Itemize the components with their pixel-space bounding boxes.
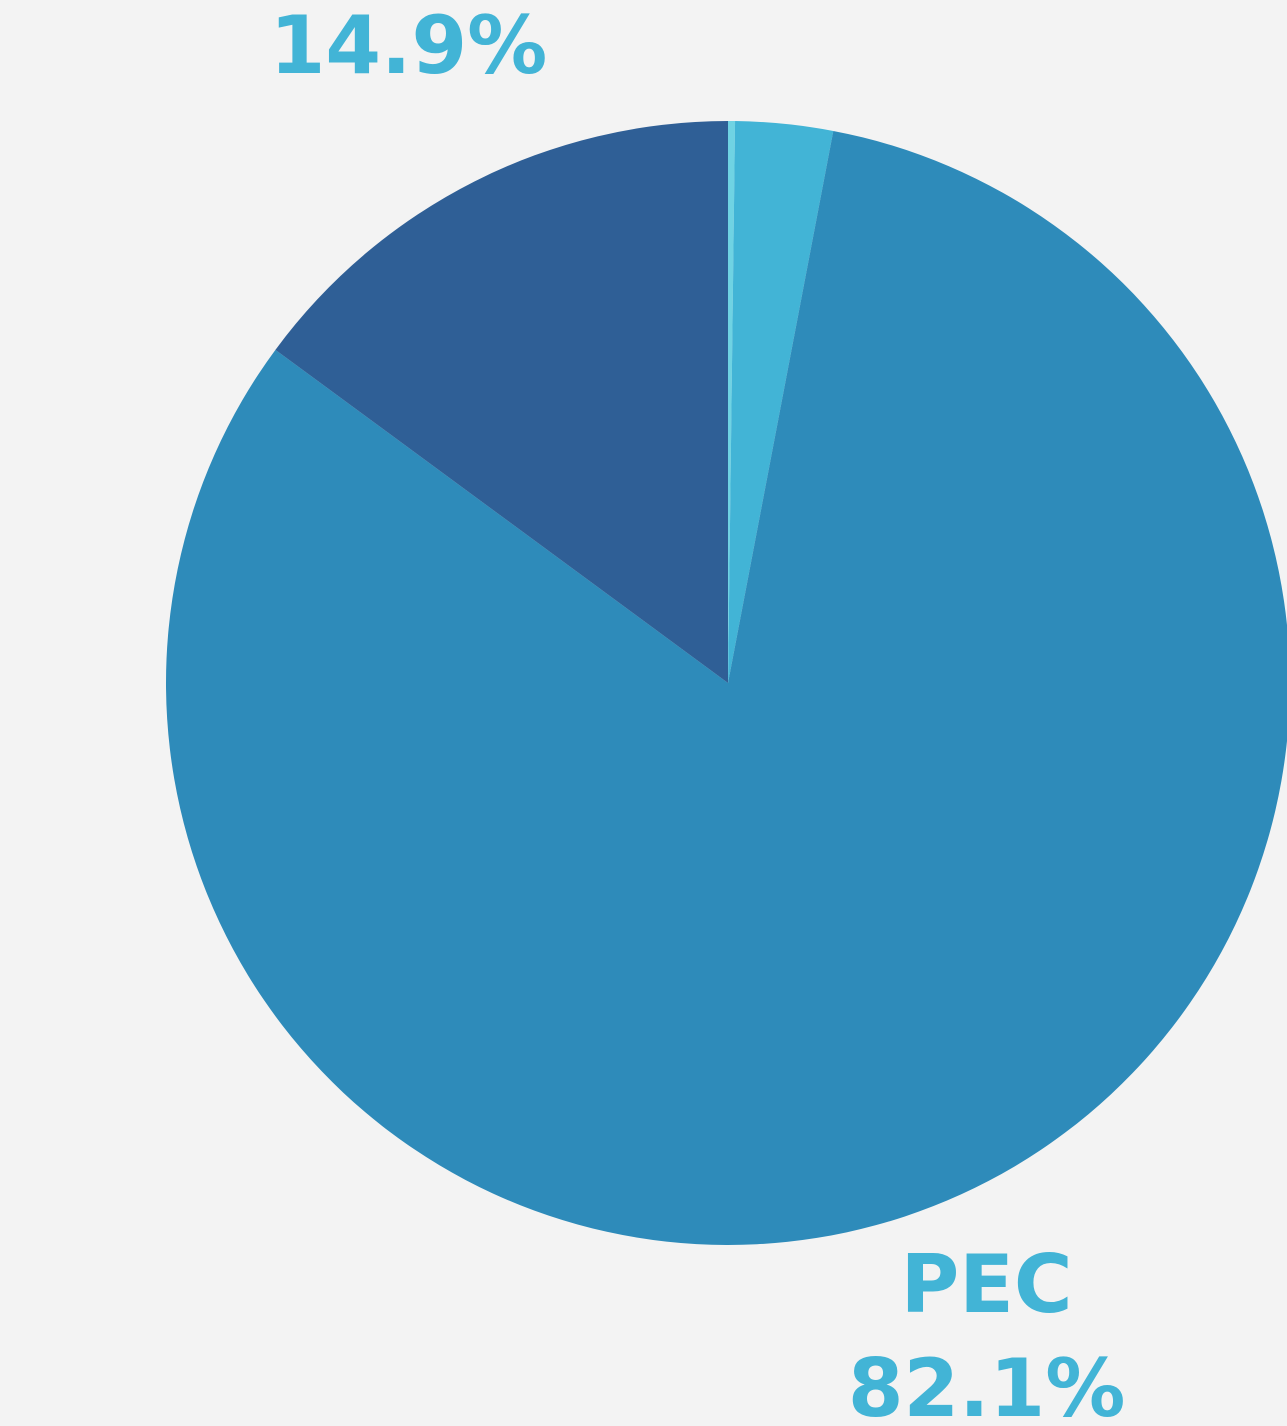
pie-slice: [275, 121, 728, 683]
pie-slice: [728, 121, 736, 683]
pie-slice: [728, 121, 834, 683]
slice-label: PEC: [901, 1238, 1073, 1331]
slice-value-label: 82.1%: [848, 1342, 1126, 1426]
slice-value-label: 14.9%: [270, 0, 548, 92]
pie-slice: [166, 130, 1287, 1245]
